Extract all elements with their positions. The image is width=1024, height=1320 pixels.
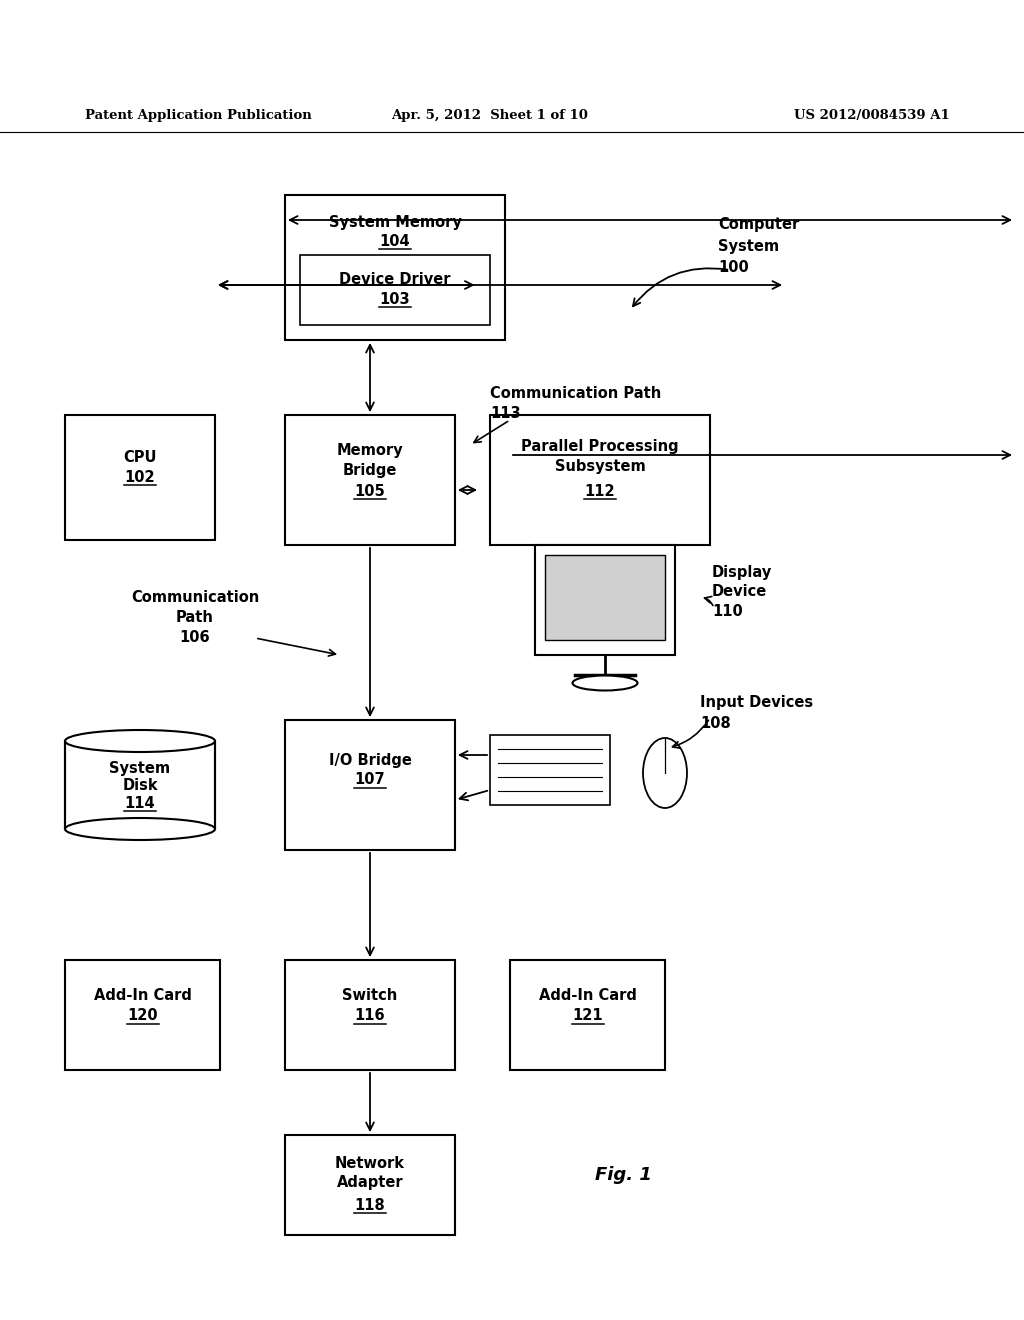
Text: 103: 103 — [380, 292, 411, 306]
Text: Apr. 5, 2012  Sheet 1 of 10: Apr. 5, 2012 Sheet 1 of 10 — [391, 108, 589, 121]
Text: System: System — [110, 762, 171, 776]
Text: Fig. 1: Fig. 1 — [595, 1166, 652, 1184]
Text: Parallel Processing: Parallel Processing — [521, 440, 679, 454]
Text: Device: Device — [712, 585, 767, 599]
Text: Device Driver: Device Driver — [339, 272, 451, 288]
Text: System: System — [718, 239, 779, 253]
Text: US 2012/0084539 A1: US 2012/0084539 A1 — [795, 108, 950, 121]
Text: Input Devices: Input Devices — [700, 696, 813, 710]
Text: 121: 121 — [572, 1008, 603, 1023]
Text: 104: 104 — [380, 234, 411, 248]
Ellipse shape — [643, 738, 687, 808]
Bar — [285, 1135, 455, 1236]
Bar — [490, 735, 610, 805]
Bar — [510, 960, 665, 1071]
Text: I/O Bridge: I/O Bridge — [329, 752, 412, 767]
Text: 120: 120 — [127, 1008, 158, 1023]
Text: Add-In Card: Add-In Card — [539, 989, 637, 1003]
Text: 110: 110 — [712, 605, 742, 619]
Text: 108: 108 — [700, 715, 731, 730]
Text: 116: 116 — [354, 1008, 385, 1023]
Text: 114: 114 — [125, 796, 156, 810]
Bar — [285, 414, 455, 545]
Text: Path: Path — [176, 610, 214, 624]
Text: Communication Path: Communication Path — [490, 385, 662, 400]
Text: Network: Network — [335, 1155, 406, 1171]
Text: 105: 105 — [354, 483, 385, 499]
Bar — [65, 960, 220, 1071]
Text: Communication: Communication — [131, 590, 259, 605]
Text: System Memory: System Memory — [329, 215, 462, 231]
Bar — [65, 414, 215, 540]
Bar — [285, 195, 505, 341]
Text: 112: 112 — [585, 483, 615, 499]
Text: 102: 102 — [125, 470, 156, 484]
Text: Display: Display — [712, 565, 772, 579]
Text: Bridge: Bridge — [343, 462, 397, 478]
Ellipse shape — [572, 676, 638, 690]
Text: Switch: Switch — [342, 989, 397, 1003]
Text: 113: 113 — [490, 405, 520, 421]
Text: Adapter: Adapter — [337, 1176, 403, 1191]
Bar — [285, 960, 455, 1071]
Bar — [300, 255, 490, 325]
Ellipse shape — [65, 818, 215, 840]
Text: Subsystem: Subsystem — [555, 459, 645, 474]
Text: 106: 106 — [179, 630, 210, 644]
Text: Computer: Computer — [718, 218, 800, 232]
Text: Memory: Memory — [337, 442, 403, 458]
Ellipse shape — [65, 730, 215, 752]
Text: Add-In Card: Add-In Card — [93, 989, 191, 1003]
Text: Disk: Disk — [122, 777, 158, 792]
Text: CPU: CPU — [123, 450, 157, 465]
Bar — [535, 545, 675, 655]
Bar — [65, 741, 215, 829]
Text: Patent Application Publication: Patent Application Publication — [85, 108, 311, 121]
Bar — [545, 554, 665, 640]
Bar — [490, 414, 710, 545]
Text: 100: 100 — [718, 260, 749, 275]
Text: 118: 118 — [354, 1197, 385, 1213]
Text: 107: 107 — [354, 772, 385, 788]
Bar — [285, 719, 455, 850]
